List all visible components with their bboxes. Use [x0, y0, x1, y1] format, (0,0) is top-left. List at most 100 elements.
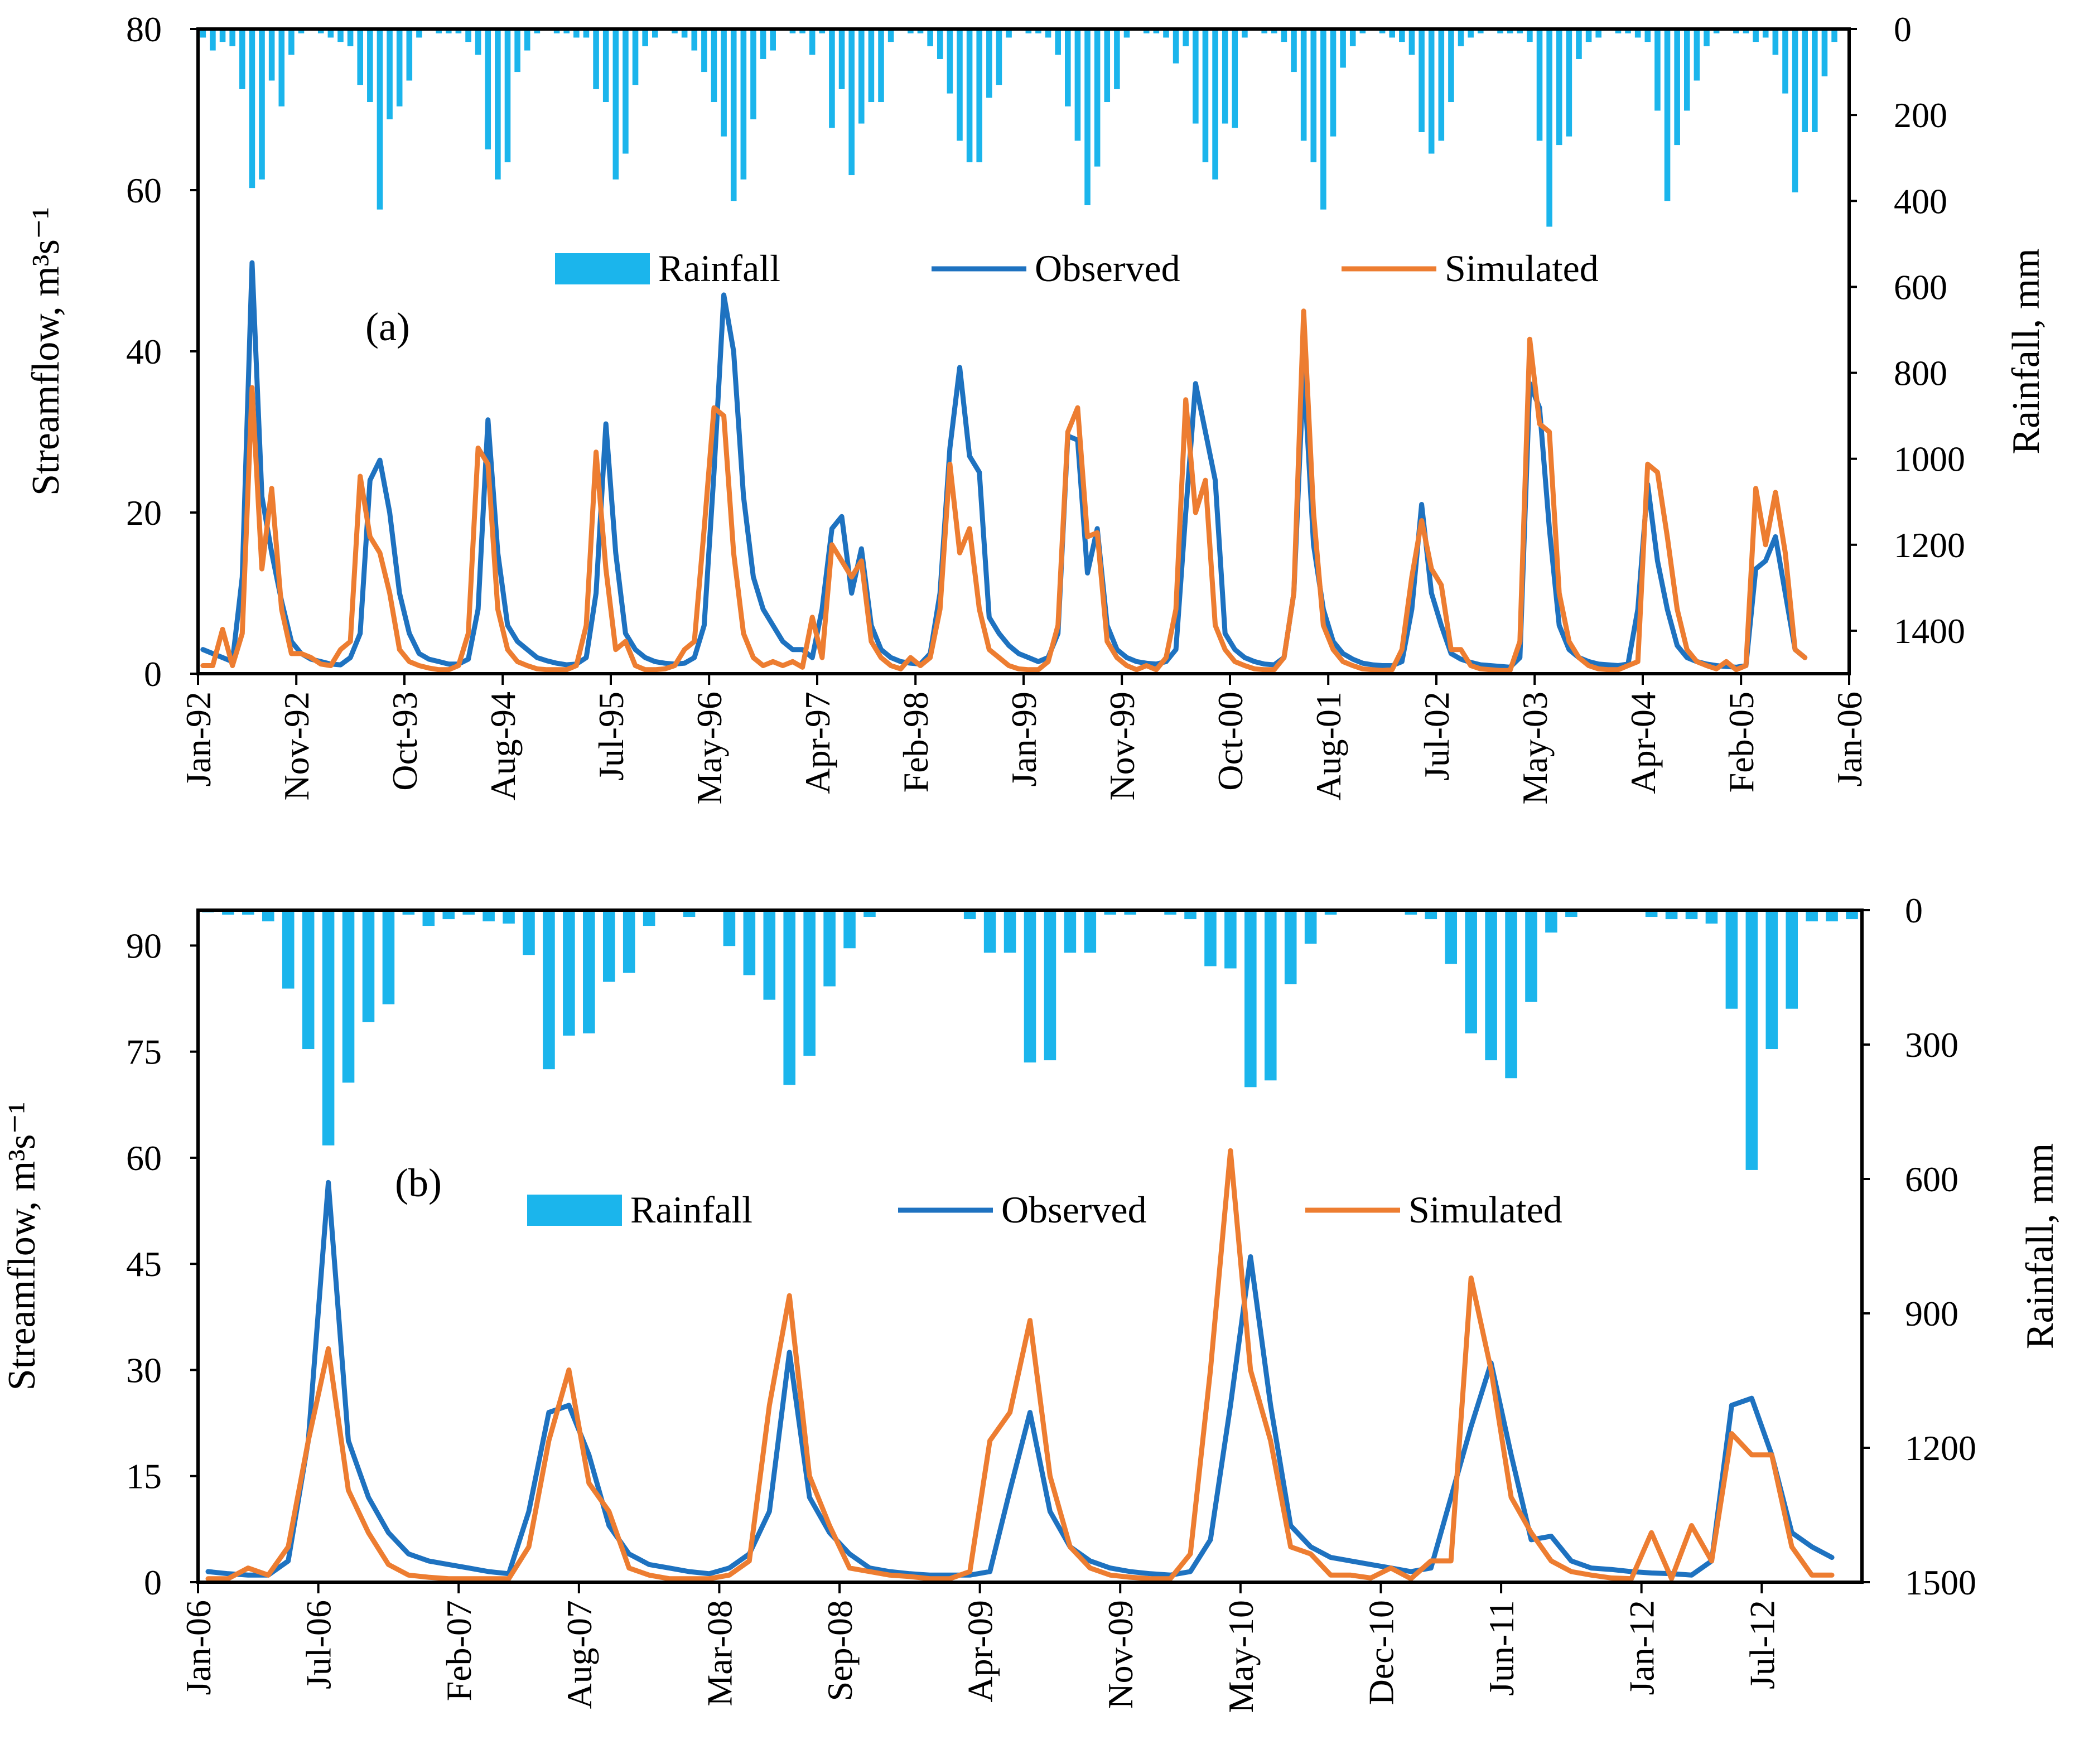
rainfall-bar — [1184, 910, 1197, 920]
rainfall-bar — [1684, 29, 1690, 111]
rainfall-bar — [406, 29, 413, 81]
rainfall-bar — [1304, 910, 1317, 944]
x-tick-label: Apr-04 — [1623, 692, 1663, 794]
rainfall-bar — [823, 910, 836, 987]
rainfall-bar — [1485, 910, 1497, 1061]
rainfall-bar — [691, 29, 698, 51]
legend-label-rainfall: Rainfall — [630, 1188, 752, 1231]
rainfall-bar — [483, 910, 495, 922]
rainfall-bar — [563, 29, 570, 33]
rainfall-bar — [1507, 29, 1513, 33]
rainfall-bar — [573, 29, 580, 38]
x-tick-label: Mar-08 — [699, 1600, 739, 1707]
rainfall-bar — [1786, 910, 1798, 1009]
rainfall-bar — [1465, 910, 1477, 1033]
rainfall-bar — [1084, 910, 1097, 953]
rainfall-bar — [504, 29, 511, 162]
rainfall-bar — [387, 29, 393, 119]
rainfall-bar — [1634, 29, 1641, 38]
rainfall-bar — [1694, 29, 1700, 81]
rainfall-bar — [262, 910, 274, 922]
rainfall-bar — [1104, 29, 1111, 103]
rainfall-bar — [442, 910, 455, 920]
x-tick-label: Apr-97 — [798, 692, 837, 794]
rainfall-bar — [976, 29, 982, 162]
rainfall-bar — [347, 29, 354, 46]
rainfall-bar — [602, 910, 615, 982]
legend: Rainfall Observed Simulated — [527, 1188, 1562, 1231]
rainfall-bar — [1324, 910, 1337, 915]
rainfall-bar — [563, 910, 575, 1036]
rainfall-bar — [763, 910, 776, 1000]
rainfall-bar — [1164, 910, 1176, 915]
y2-tick-label: 900 — [1905, 1294, 1958, 1333]
rainfall-bar — [760, 29, 766, 59]
rainfall-bar — [1104, 910, 1117, 915]
rainfall-bar — [878, 29, 884, 103]
rainfall-bar — [1576, 29, 1582, 59]
rainfall-bar — [337, 29, 344, 42]
legend-label-observed: Observed — [1001, 1188, 1147, 1231]
y2-tick-label: 600 — [1905, 1159, 1958, 1199]
rainfall-bar — [632, 29, 639, 85]
rainfall-bar — [1525, 910, 1537, 1002]
rainfall-bar — [917, 29, 924, 33]
y2-tick-label: 400 — [1894, 181, 1947, 221]
x-tick-label: Apr-09 — [961, 1600, 1000, 1703]
rainfall-bar — [1284, 910, 1297, 984]
rainfall-bar — [462, 910, 475, 915]
rainfall-bar — [838, 29, 845, 89]
rainfall-bar — [422, 910, 435, 926]
rainfall-bar — [701, 29, 707, 73]
rainfall-bar — [524, 29, 530, 51]
y-tick-label: 60 — [126, 171, 162, 210]
rainfall-bar — [1556, 29, 1562, 146]
rainfall-bar — [1035, 29, 1041, 33]
rainfall-bar — [362, 910, 375, 1022]
rainfall-bar — [402, 910, 415, 915]
rainfall-bar — [829, 29, 835, 128]
rainfall-bar — [282, 910, 295, 989]
rainfall-bar — [553, 29, 560, 33]
rainfall-bar — [1389, 29, 1395, 38]
rainfall-bar — [322, 910, 335, 1146]
rainfall-bar — [342, 910, 355, 1083]
rainfall-bar — [1291, 29, 1297, 73]
y2-tick-label: 300 — [1905, 1025, 1958, 1065]
rainfall-bar — [1625, 29, 1631, 33]
x-tick-label: Jan-99 — [1004, 692, 1044, 787]
x-tick-label: Aug-07 — [559, 1600, 599, 1709]
rainfall-bar — [1725, 910, 1738, 1009]
rainfall-bar — [1024, 910, 1036, 1063]
rainfall-bar — [1772, 29, 1779, 55]
rainfall-bar — [1064, 910, 1077, 953]
legend-swatch-rainfall — [555, 253, 650, 284]
rainfall-bar — [1704, 29, 1710, 46]
rainfall-bar — [1004, 910, 1016, 953]
rainfall-bar — [495, 29, 501, 180]
rainfall-bar — [1405, 910, 1417, 915]
rainfall-bar — [927, 29, 933, 46]
rainfall-bar — [1527, 29, 1533, 42]
rainfall-bar — [1505, 910, 1517, 1079]
rainfall-bar — [681, 29, 688, 38]
rainfall-bar — [465, 29, 471, 42]
rainfall-bar — [623, 910, 635, 973]
rainfall-bar — [1762, 29, 1769, 38]
y-tick-label: 15 — [126, 1457, 162, 1496]
y2-tick-label: 200 — [1894, 95, 1947, 135]
y-axis-left: 0 20 40 60 80 — [126, 9, 198, 694]
rainfall-bar — [983, 910, 996, 953]
x-tick-label: Jul-12 — [1742, 1600, 1782, 1689]
y2-tick-label: 1000 — [1894, 439, 1965, 479]
rainfall-bar — [367, 29, 373, 103]
rainfall-bar — [222, 910, 234, 915]
x-tick-label: Jan-12 — [1622, 1600, 1662, 1695]
rainfall-bar — [1745, 910, 1758, 1170]
y-tick-label: 60 — [126, 1138, 162, 1178]
rainfall-bar — [1065, 29, 1071, 107]
rainfall-bar — [382, 910, 395, 1004]
x-tick-label: Oct-00 — [1210, 692, 1250, 791]
x-tick-label: Aug-94 — [483, 692, 523, 801]
rainfall-bar — [848, 29, 855, 176]
